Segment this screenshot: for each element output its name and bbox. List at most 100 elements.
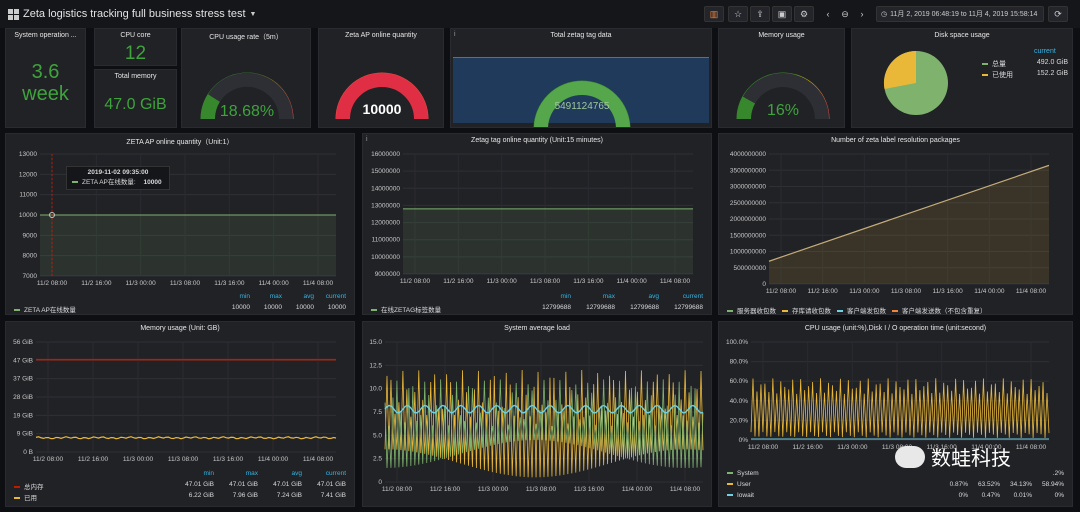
memory-usage-panel: Memory usage 16% <box>718 28 845 128</box>
settings-button[interactable]: ⚙ <box>794 6 814 22</box>
cpu-usage-value: 18.68% <box>220 103 274 120</box>
y-tick-label: 40.0% <box>730 398 749 405</box>
refresh-button[interactable]: ⟳ <box>1048 6 1068 22</box>
time-forward-button[interactable]: › <box>854 6 870 22</box>
legend-col-avg: avg <box>303 293 314 300</box>
ap-chart-panel: ZETA AP online quantity（Unit:1） 13000 120… <box>5 133 355 315</box>
legend-row[interactable]: 服务器收包数 存库请收包数 客户端发包数 客户端发送数（不包含重复） <box>727 305 1064 315</box>
y-tick-label: 500000000 <box>733 265 766 272</box>
tooltip-label: ZETA AP在线数量: <box>82 179 136 186</box>
series-area <box>403 208 693 274</box>
series-line <box>768 164 1050 262</box>
packages-chart: 4000000000 3500000000 3000000000 2500000000… <box>730 151 1050 295</box>
legend-col-max: max <box>269 293 282 300</box>
legend-label: 总量 <box>992 61 1006 68</box>
star-button[interactable]: ☆ <box>728 6 748 22</box>
legend-value: 47.01 GiB <box>185 481 214 488</box>
user-cpu-line <box>750 378 1050 438</box>
dashboard-title[interactable]: Zeta logistics tracking full business st… <box>23 8 246 20</box>
legend-col-min: min <box>560 293 571 300</box>
y-tick-label: 12000 <box>19 171 37 178</box>
y-tick-label: 0% <box>739 437 749 444</box>
wechat-icon <box>895 445 925 468</box>
cpu-io-chart: 100.0% 80.0% 60.0% 40.0% 20.0% 0%11/2 08:00 11… <box>726 339 1050 451</box>
x-tick-label: 11/4 08:00 <box>1016 288 1047 295</box>
y-tick-label: 13000000 <box>371 202 400 209</box>
legend-row[interactable]: ZETA AP在线数量 10000 10000 10000 10000 <box>14 304 346 314</box>
legend-value: 0% <box>958 492 968 499</box>
y-tick-label: 100.0% <box>726 339 748 346</box>
legend-value: 63.52% <box>977 481 1000 488</box>
hover-point <box>49 212 55 218</box>
x-tick-label: 11/4 00:00 <box>258 456 289 463</box>
disk-pie <box>883 50 948 115</box>
star-icon: ☆ <box>733 8 743 19</box>
legend-value: 6.22 GiB <box>188 492 214 499</box>
info-icon[interactable]: i <box>366 136 368 143</box>
info-icon[interactable]: i <box>454 31 456 38</box>
legend-series-name: Iowait <box>737 492 754 499</box>
legend-row[interactable]: Iowait 0% 0.47% 0.01% 0% <box>727 492 1064 499</box>
legend-series-name: 客户端发包数 <box>847 308 886 315</box>
x-tick-label: 11/2 08:00 <box>748 444 779 451</box>
clock-icon: ◷ <box>881 11 888 18</box>
series-area <box>40 215 336 276</box>
legend-series-name: 已用 <box>24 495 37 502</box>
y-tick-label: 7000 <box>23 273 38 280</box>
legend-value: 7.24 GiB <box>276 492 302 499</box>
y-tick-label: 37 GiB <box>13 376 33 383</box>
tooltip-value: 10000 <box>143 179 162 186</box>
y-tick-label: 10000 <box>19 212 37 219</box>
legend-value: 152.2 GiB <box>1036 70 1068 77</box>
y-tick-label: 20.0% <box>730 417 749 424</box>
legend-value: 12799688 <box>674 304 703 311</box>
x-tick-label: 11/2 16:00 <box>78 456 109 463</box>
save-button[interactable]: ▣ <box>772 6 792 22</box>
legend-series-name: 总内存 <box>24 484 44 491</box>
legend-col-avg: avg <box>648 293 659 300</box>
y-tick-label: 11000000 <box>372 237 401 244</box>
x-tick-label: 11/3 16:00 <box>933 288 964 295</box>
panel-title: Number of zeta label resolution packages <box>831 137 960 144</box>
legend-value: 12799688 <box>630 304 659 311</box>
x-tick-label: 11/2 08:00 <box>766 288 797 295</box>
legend-value: 0.47% <box>981 492 1000 499</box>
legend-row[interactable]: 在线ZETAG标签数量 12799688 12799688 12799688 1279… <box>371 304 703 314</box>
x-tick-label: 11/3 08:00 <box>526 486 557 493</box>
dashboard-grid-icon[interactable] <box>8 8 19 20</box>
add-panel-button[interactable]: ▥ <box>704 6 724 22</box>
memory-usage-gauge: 16% <box>736 72 830 120</box>
legend-row[interactable]: 总内存 47.01 GiB 47.01 GiB 47.01 GiB 47.01 GiB <box>14 481 346 491</box>
top-bar: Zeta logistics tracking full business st… <box>0 0 1080 28</box>
legend-value: 0% <box>1054 492 1064 499</box>
disk-panel: Disk space usage current 总量 492.0 GiB 已使… <box>851 28 1073 128</box>
x-tick-label: 11/4 00:00 <box>971 444 1002 451</box>
legend-row[interactable]: System .2% <box>727 470 1064 477</box>
zoom-out-button[interactable]: ⊖ <box>837 6 853 22</box>
share-icon: ⇪ <box>756 8 764 19</box>
y-tick-label: 15.0 <box>369 339 382 346</box>
x-tick-label: 11/4 08:00 <box>303 280 334 287</box>
x-tick-label: 11/2 16:00 <box>430 486 461 493</box>
time-back-button[interactable]: ‹ <box>820 6 836 22</box>
x-tick-label: 11/2 16:00 <box>81 280 112 287</box>
legend-value: 492.0 GiB <box>1036 59 1068 66</box>
chevron-down-icon[interactable]: ▼ <box>249 10 257 18</box>
zetag-total-value: 5491124765 <box>555 101 610 112</box>
y-tick-label: 12.5 <box>369 362 382 369</box>
x-tick-label: 11/4 00:00 <box>259 280 290 287</box>
uptime-value: 3.6 <box>31 61 60 83</box>
legend-value: 34.13% <box>1009 481 1032 488</box>
legend-row[interactable]: 已用 6.22 GiB 7.96 GiB 7.24 GiB 7.41 GiB <box>14 492 346 502</box>
cpu-usage-panel: CPU usage rate（5m） 18.68% <box>181 28 311 128</box>
y-tick-label: 5.0 <box>373 432 382 439</box>
share-button[interactable]: ⇪ <box>750 6 770 22</box>
series-area <box>769 165 1049 284</box>
y-tick-label: 3000000000 <box>730 184 767 191</box>
legend-row[interactable]: User 0.87% 63.52% 34.13% 58.94% <box>727 481 1064 488</box>
y-tick-label: 28 GiB <box>13 394 33 401</box>
time-picker[interactable]: ◷ 11月 2, 2019 06:48:19 to 11月 4, 2019 15:… <box>876 6 1044 22</box>
legend-value: 12799688 <box>542 304 571 311</box>
x-tick-label: 11/2 16:00 <box>443 278 474 285</box>
ap-online-value: 10000 <box>363 101 402 117</box>
